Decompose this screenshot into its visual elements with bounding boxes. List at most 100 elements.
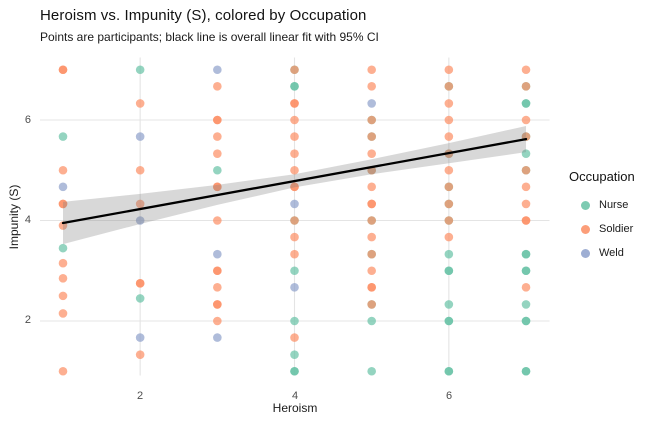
data-point-weld — [135, 132, 145, 141]
data-point-weld — [58, 182, 68, 192]
data-point-soldier — [290, 65, 299, 75]
data-point-soldier — [367, 266, 376, 276]
data-point-soldier — [213, 115, 222, 125]
legend-label-soldier: Soldier — [599, 223, 634, 235]
data-point-weld — [290, 199, 299, 209]
data-point-soldier — [58, 366, 68, 376]
data-point-nurse — [444, 266, 454, 276]
ci-band — [63, 126, 527, 245]
data-point-soldier — [444, 165, 454, 175]
data-point-nurse — [290, 316, 299, 326]
data-point-nurse — [521, 300, 531, 309]
data-point-weld — [213, 333, 222, 342]
data-point-soldier — [444, 199, 454, 209]
data-point-soldier — [290, 99, 299, 108]
data-point-nurse — [367, 366, 376, 376]
data-point-soldier — [521, 182, 531, 192]
legend-item-weld: Weld — [567, 241, 635, 265]
data-point-soldier — [444, 82, 454, 91]
data-point-soldier — [521, 165, 531, 175]
data-point-soldier — [213, 132, 222, 141]
data-point-weld — [213, 249, 222, 259]
data-point-soldier — [444, 216, 454, 225]
data-point-soldier — [213, 182, 222, 192]
data-point-nurse — [521, 266, 531, 276]
data-point-soldier — [367, 132, 376, 141]
y-tick-2: 2 — [24, 314, 31, 326]
data-point-weld — [290, 283, 299, 292]
y-tick-6: 6 — [24, 114, 31, 126]
chart-subtitle: Points are participants; black line is o… — [40, 30, 379, 44]
data-point-nurse — [521, 99, 531, 108]
data-point-soldier — [521, 65, 531, 75]
weld-swatch-icon — [581, 248, 590, 258]
data-point-soldier — [213, 300, 222, 309]
data-point-soldier — [213, 82, 222, 91]
x-tick-4: 4 — [291, 390, 299, 402]
data-point-soldier — [213, 149, 222, 158]
data-point-soldier — [135, 199, 145, 209]
data-point-nurse — [444, 316, 454, 326]
data-point-soldier — [213, 316, 222, 326]
data-point-soldier — [290, 216, 299, 225]
data-point-soldier — [135, 279, 145, 288]
data-point-soldier — [367, 216, 376, 225]
data-point-nurse — [521, 366, 531, 376]
data-point-soldier — [521, 199, 531, 209]
data-point-nurse — [213, 165, 222, 175]
chart-title: Heroism vs. Impunity (S), colored by Occ… — [40, 7, 367, 24]
data-point-soldier — [367, 283, 376, 292]
data-point-nurse — [444, 300, 454, 309]
data-point-nurse — [444, 366, 454, 376]
data-point-soldier — [367, 199, 376, 209]
data-point-soldier — [521, 82, 531, 91]
data-point-soldier — [58, 309, 68, 318]
data-point-nurse — [58, 132, 68, 141]
data-point-soldier — [367, 115, 376, 125]
legend: Occupation Nurse Soldier Weld — [567, 169, 635, 265]
data-point-soldier — [58, 291, 68, 301]
data-point-weld — [367, 99, 376, 108]
data-point-soldier — [290, 182, 299, 192]
data-point-nurse — [521, 316, 531, 326]
data-point-soldier — [290, 333, 299, 342]
legend-label-nurse: Nurse — [599, 199, 629, 211]
data-point-soldier — [135, 165, 145, 175]
data-point-soldier — [290, 232, 299, 242]
y-tick-4: 4 — [24, 214, 31, 226]
data-point-weld — [135, 333, 145, 342]
data-point-soldier — [58, 199, 68, 209]
data-point-soldier — [213, 266, 222, 276]
legend-title: Occupation — [569, 169, 635, 184]
nurse-swatch-icon — [581, 200, 590, 210]
data-point-soldier — [521, 216, 531, 225]
data-point-nurse — [135, 65, 145, 75]
fit-line — [61, 137, 528, 225]
data-point-soldier — [58, 258, 68, 268]
data-point-soldier — [444, 232, 454, 242]
data-point-nurse — [290, 366, 299, 376]
data-point-soldier — [290, 115, 299, 125]
data-point-soldier — [444, 132, 454, 141]
data-point-soldier — [290, 165, 299, 175]
data-point-soldier — [58, 165, 68, 175]
soldier-swatch-icon — [581, 224, 590, 234]
data-point-nurse — [135, 294, 145, 303]
data-point-soldier — [58, 65, 68, 75]
legend-item-nurse: Nurse — [567, 193, 635, 217]
data-point-nurse — [290, 350, 299, 359]
data-point-nurse — [58, 243, 68, 253]
data-point-weld — [213, 65, 222, 75]
data-point-soldier — [367, 149, 376, 158]
data-point-weld — [135, 216, 145, 225]
data-point-soldier — [444, 115, 454, 125]
data-point-soldier — [444, 99, 454, 108]
data-point-nurse — [290, 266, 299, 276]
data-point-soldier — [367, 232, 376, 242]
data-point-soldier — [521, 283, 531, 292]
data-point-soldier — [367, 182, 376, 192]
legend-item-soldier: Soldier — [567, 217, 635, 241]
data-point-soldier — [367, 300, 376, 309]
